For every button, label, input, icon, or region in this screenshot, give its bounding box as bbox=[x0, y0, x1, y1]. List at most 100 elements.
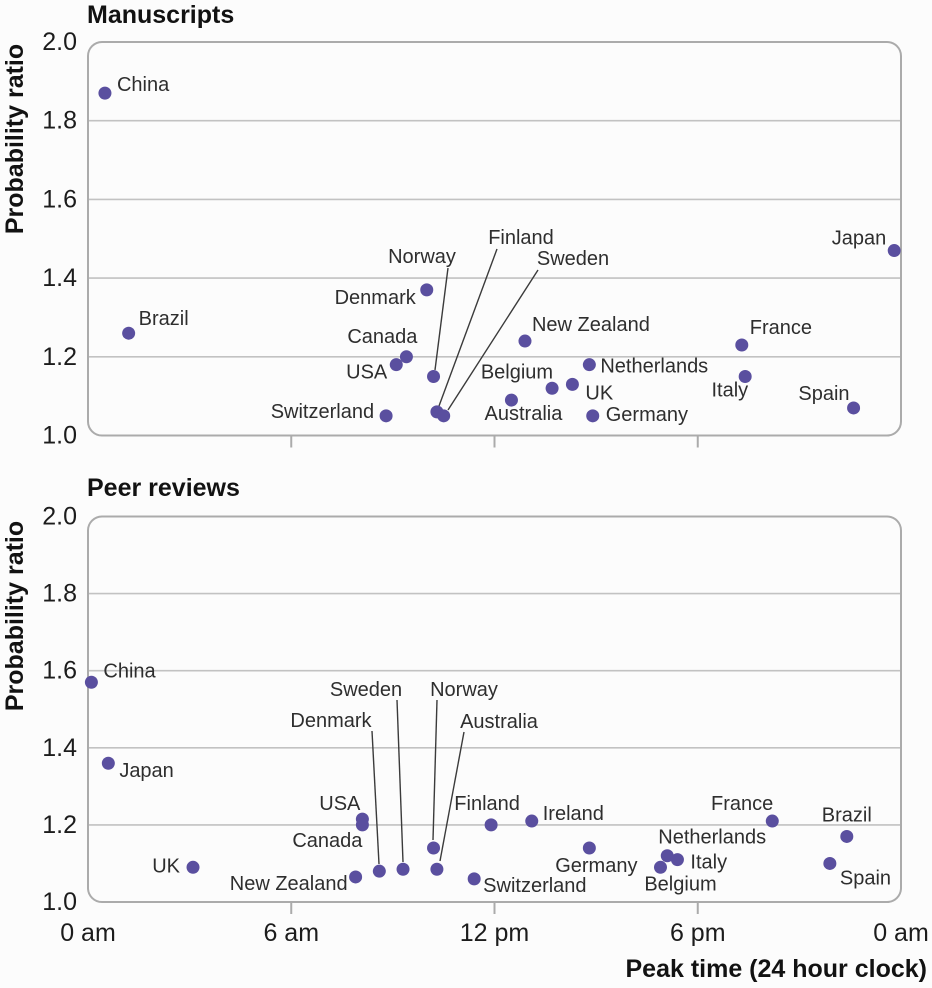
country-label-new-zealand: New Zealand bbox=[532, 314, 650, 336]
point-italy bbox=[670, 853, 684, 867]
point-sweden bbox=[437, 409, 451, 423]
country-label-netherlands: Netherlands bbox=[658, 827, 766, 849]
y-tick-label-manuscripts: 1.2 bbox=[42, 343, 77, 371]
y-tick-label-peer-reviews: 1.0 bbox=[42, 888, 77, 916]
country-label-brazil: Brazil bbox=[822, 804, 872, 826]
point-germany bbox=[582, 841, 596, 855]
point-japan bbox=[101, 756, 115, 770]
leader-line-denmark bbox=[371, 730, 380, 865]
panel-peer-reviews: 2.0 1.8 1.6 1.4 1.2 1.0 China Japan UK New Zealan… bbox=[42, 503, 902, 916]
country-label-belgium: Belgium bbox=[644, 873, 716, 895]
leader-line-norway bbox=[434, 267, 449, 371]
point-france bbox=[735, 338, 749, 352]
point-japan bbox=[887, 244, 901, 258]
point-usa bbox=[389, 358, 403, 372]
panel-title-manuscripts: Manuscripts bbox=[87, 1, 235, 29]
panel-manuscripts: 2.0 1.8 1.6 1.4 1.2 1.0 China Brazil Switzerland… bbox=[42, 28, 902, 450]
point-norway bbox=[427, 369, 441, 383]
country-label-australia: Australia bbox=[460, 711, 539, 733]
y-tick-label-manuscripts: 2.0 bbox=[42, 28, 77, 56]
country-label-uk: UK bbox=[152, 855, 180, 877]
y-tick-label-manuscripts: 1.4 bbox=[42, 264, 77, 292]
point-canada bbox=[399, 350, 413, 364]
y-tick-label-peer-reviews: 1.2 bbox=[42, 811, 77, 839]
country-label-usa: USA bbox=[346, 362, 388, 384]
country-label-spain: Spain bbox=[798, 383, 849, 405]
x-tick-label: 6 pm bbox=[670, 919, 726, 947]
point-switzerland bbox=[379, 409, 393, 423]
point-finland bbox=[484, 818, 498, 832]
y-tick-label-peer-reviews: 1.6 bbox=[42, 657, 77, 685]
country-label-denmark: Denmark bbox=[290, 710, 372, 732]
country-label-france: France bbox=[711, 793, 773, 815]
panel-title-peer-reviews: Peer reviews bbox=[87, 474, 240, 502]
country-label-ireland: Ireland bbox=[543, 803, 604, 825]
country-label-germany: Germany bbox=[606, 404, 688, 426]
point-sweden bbox=[396, 862, 410, 876]
country-label-denmark: Denmark bbox=[335, 287, 417, 309]
point-netherlands bbox=[660, 849, 674, 863]
country-label-sweden: Sweden bbox=[537, 248, 609, 270]
country-label-switzerland: Switzerland bbox=[271, 401, 374, 423]
y-tick-label-manuscripts: 1.6 bbox=[42, 185, 77, 213]
country-label-italy: Italy bbox=[690, 852, 727, 874]
country-label-belgium: Belgium bbox=[481, 361, 553, 383]
point-denmark bbox=[372, 864, 386, 878]
plot-border-peer-reviews bbox=[87, 515, 902, 903]
point-canada bbox=[355, 818, 369, 832]
y-tick-label-peer-reviews: 2.0 bbox=[42, 503, 77, 531]
country-label-japan: Japan bbox=[119, 760, 174, 782]
country-label-china: China bbox=[117, 74, 170, 96]
point-uk bbox=[186, 860, 200, 874]
point-italy bbox=[738, 369, 752, 383]
y-tick-label-peer-reviews: 1.4 bbox=[42, 734, 77, 762]
country-label-spain: Spain bbox=[840, 867, 891, 889]
country-label-brazil: Brazil bbox=[139, 308, 189, 330]
point-belgium bbox=[545, 381, 559, 395]
country-label-finland: Finland bbox=[488, 227, 554, 249]
country-label-australia: Australia bbox=[485, 403, 564, 425]
country-label-norway: Norway bbox=[388, 246, 456, 268]
y-axis-title-manuscripts: Probability ratio bbox=[1, 43, 29, 235]
y-tick-label-peer-reviews: 1.8 bbox=[42, 580, 77, 608]
point-belgium bbox=[653, 860, 667, 874]
country-label-canada: Canada bbox=[292, 830, 363, 852]
y-tick-label-manuscripts: 1.0 bbox=[42, 422, 77, 450]
country-label-usa: USA bbox=[319, 793, 361, 815]
point-new-zealand bbox=[518, 334, 532, 348]
point-germany bbox=[586, 409, 600, 423]
country-label-sweden: Sweden bbox=[330, 679, 402, 701]
point-spain bbox=[847, 401, 861, 415]
leader-line-finland bbox=[438, 248, 498, 407]
leader-line-norway bbox=[432, 699, 438, 841]
point-france bbox=[765, 814, 779, 828]
y-tick-label-manuscripts: 1.8 bbox=[42, 107, 77, 135]
country-label-new-zealand: New Zealand bbox=[230, 873, 348, 895]
point-uk bbox=[565, 377, 579, 391]
country-label-france: France bbox=[750, 317, 812, 339]
country-label-switzerland: Switzerland bbox=[483, 875, 586, 897]
point-netherlands bbox=[582, 358, 596, 372]
country-label-netherlands: Netherlands bbox=[600, 356, 708, 378]
point-brazil bbox=[122, 326, 136, 340]
leader-line-australia bbox=[439, 731, 465, 862]
plot-border-manuscripts bbox=[87, 41, 902, 437]
country-label-china: China bbox=[103, 660, 156, 682]
y-axis-title-peer-reviews: Probability ratio bbox=[1, 520, 29, 712]
point-spain bbox=[823, 856, 837, 870]
point-china bbox=[98, 86, 112, 100]
x-tick-label: 0 am bbox=[60, 919, 116, 947]
point-australia bbox=[430, 862, 444, 876]
country-label-norway: Norway bbox=[430, 679, 498, 701]
point-new-zealand bbox=[349, 870, 363, 884]
point-denmark bbox=[420, 283, 434, 297]
country-label-uk: UK bbox=[585, 382, 613, 404]
country-label-italy: Italy bbox=[711, 379, 748, 401]
leader-line-sweden bbox=[396, 699, 404, 863]
x-tick-label: 0 am bbox=[873, 919, 929, 947]
country-label-canada: Canada bbox=[347, 326, 418, 348]
point-australia bbox=[504, 393, 518, 407]
point-china bbox=[84, 675, 98, 689]
